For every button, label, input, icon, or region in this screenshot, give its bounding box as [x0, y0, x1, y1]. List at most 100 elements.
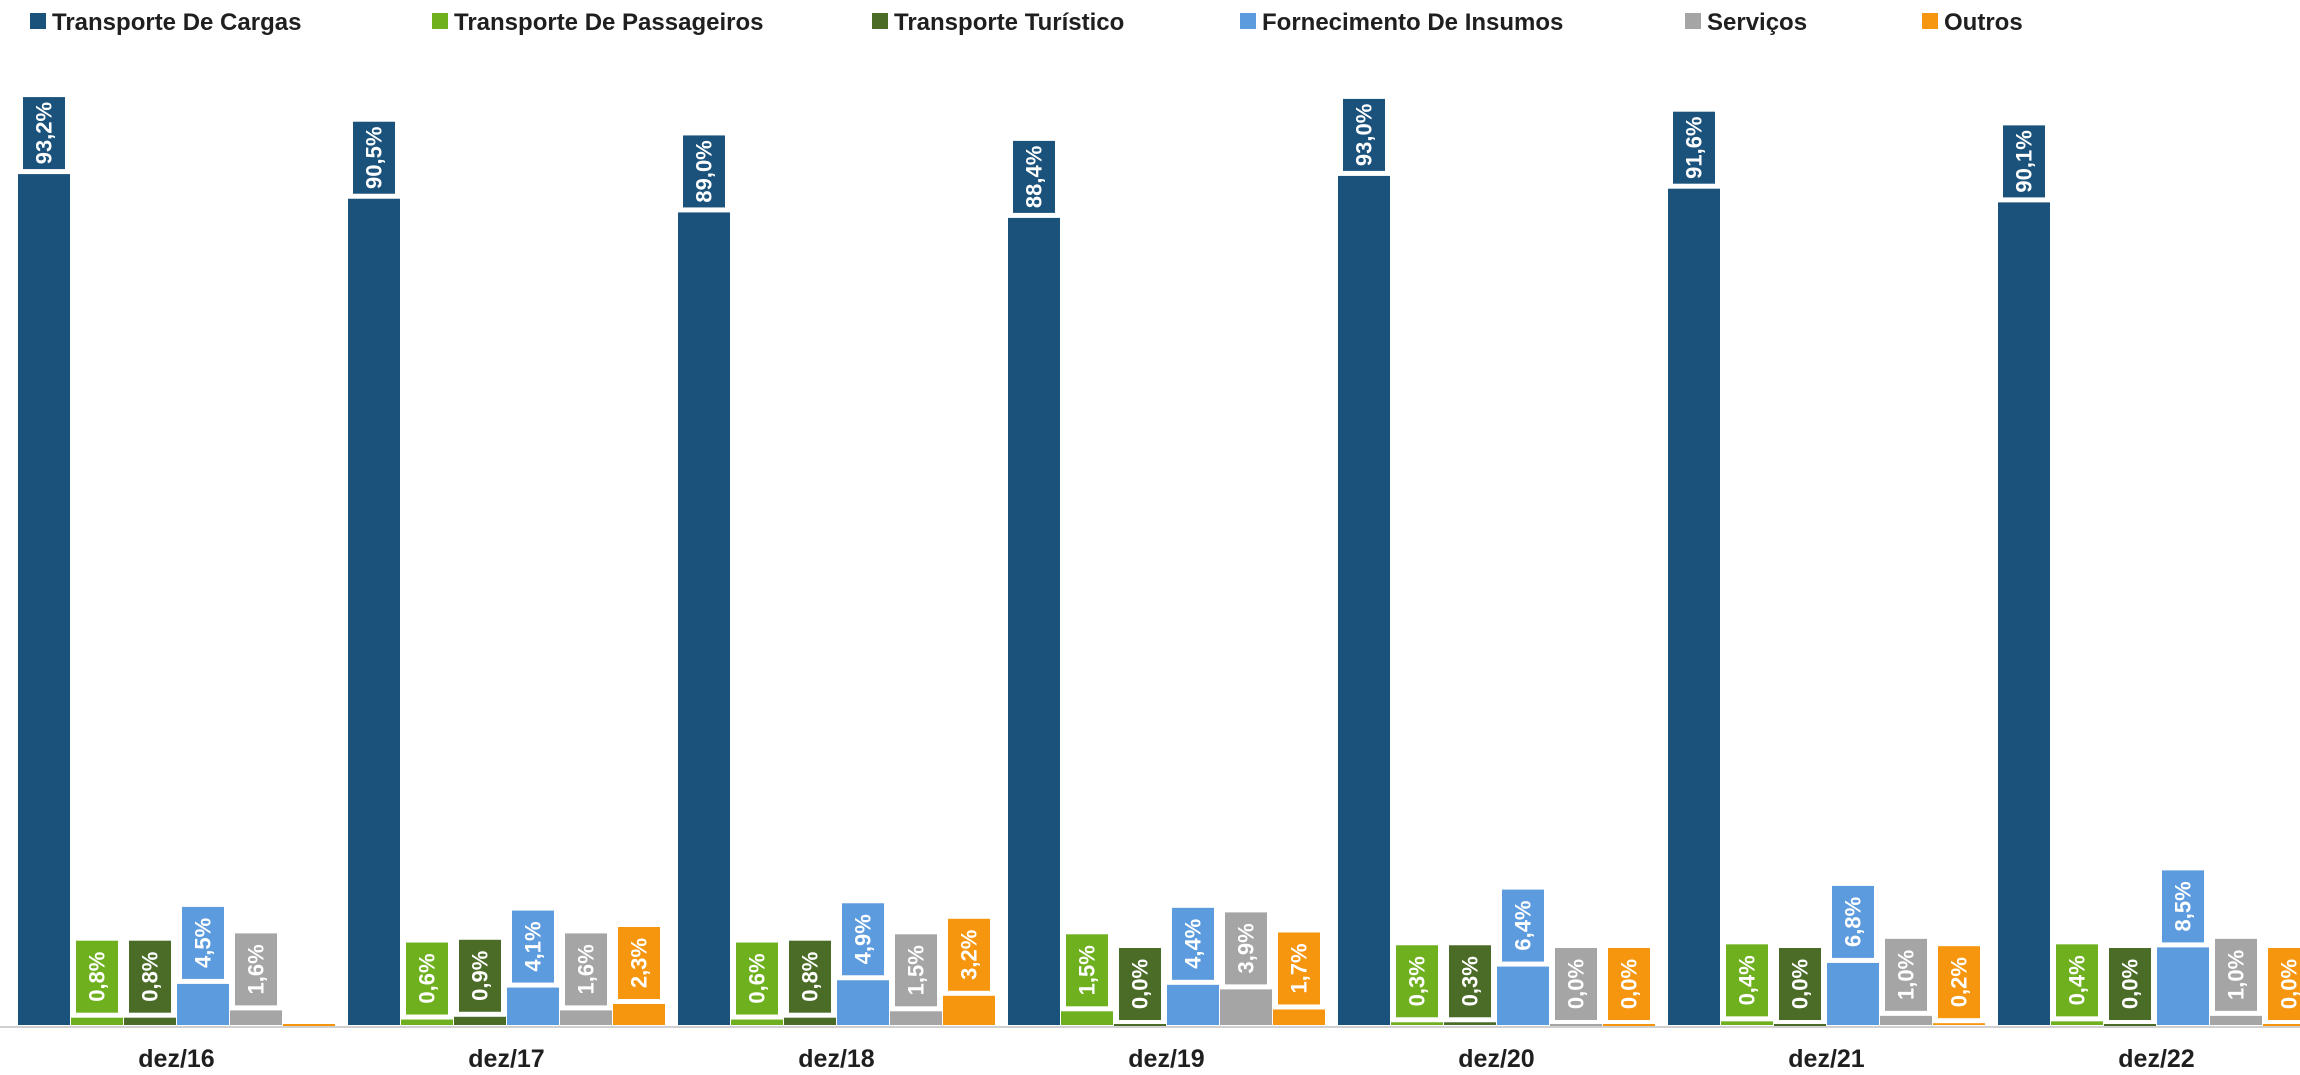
bar [560, 1010, 612, 1025]
data-label-text: 0,8% [138, 952, 163, 1002]
legend-swatch [1240, 13, 1256, 29]
bar [401, 1019, 453, 1025]
data-label: 6,8% [1832, 885, 1874, 958]
data-label-text: 0,2% [1947, 957, 1972, 1007]
legend-item: Fornecimento De Insumos [1240, 9, 1563, 36]
data-label-box [1673, 111, 1715, 184]
data-label: 89,0% [683, 135, 725, 208]
data-label-box [565, 933, 607, 1006]
data-label-box [842, 903, 884, 976]
bar [348, 198, 400, 1026]
data-label-box [1555, 948, 1597, 1020]
bar [177, 983, 229, 1025]
data-label-text: 2,3% [627, 938, 652, 988]
data-label: 93,0% [1343, 98, 1385, 171]
bar [1550, 1024, 1602, 1026]
bar [283, 1024, 335, 1026]
data-label: 8,5% [2162, 870, 2204, 943]
legend-item: Transporte De Cargas [30, 9, 301, 36]
data-label-text: 8,5% [2171, 881, 2196, 931]
data-label: 1,6% [565, 933, 607, 1006]
bar [1167, 984, 1219, 1025]
data-label: 0,2% [1938, 946, 1980, 1019]
data-label: 4,9% [842, 903, 884, 976]
data-label-box [76, 940, 118, 1013]
data-label-box [1779, 948, 1821, 1020]
data-label: 1,0% [1885, 938, 1927, 1011]
bar [1008, 217, 1060, 1025]
bar [837, 980, 889, 1025]
data-label: 90,5% [353, 121, 395, 194]
bar [784, 1017, 836, 1025]
data-label: 0,6% [736, 942, 778, 1015]
x-tick-label: dez/17 [468, 1045, 544, 1073]
data-label: 0,3% [1449, 945, 1491, 1018]
data-label-text: 88,4% [1022, 146, 1047, 208]
data-label-box [1832, 885, 1874, 958]
legend-label: Transporte Turístico [894, 9, 1124, 36]
bar [1998, 202, 2050, 1026]
bar [2104, 1024, 2156, 1026]
data-label-text: 90,5% [362, 127, 387, 189]
data-label-box [459, 939, 501, 1012]
bar [1391, 1022, 1443, 1025]
bar [1668, 188, 1720, 1025]
bar [1721, 1021, 1773, 1025]
data-label-text: 6,4% [1511, 900, 1536, 950]
legend-label: Transporte De Passageiros [454, 9, 763, 36]
data-label: 90,1% [2003, 125, 2045, 198]
legend-label: Serviços [1707, 9, 1807, 36]
bar [678, 212, 730, 1025]
x-tick-label: dez/16 [138, 1045, 214, 1073]
data-label: 0,8% [76, 940, 118, 1013]
data-label: 0,0% [1119, 948, 1161, 1020]
x-tick-label: dez/21 [1788, 1045, 1865, 1073]
data-label: 0,0% [1779, 948, 1821, 1020]
legend-item: Transporte De Passageiros [432, 9, 763, 36]
data-label: 0,0% [1555, 948, 1597, 1020]
x-tick-label: dez/19 [1128, 1045, 1204, 1073]
bar [2263, 1024, 2300, 1026]
data-label-box [1502, 889, 1544, 962]
data-label-text: 0,9% [468, 951, 493, 1001]
data-label-box [948, 918, 990, 991]
data-label-box [182, 906, 224, 979]
x-tick-label: dez/18 [798, 1045, 875, 1073]
bar [1114, 1024, 1166, 1026]
data-label: 3,9% [1225, 912, 1267, 985]
data-label: 0,8% [789, 940, 831, 1013]
data-label-text: 1,5% [1075, 945, 1100, 995]
legend-label: Outros [1944, 9, 2023, 36]
data-label-text: 0,3% [1405, 956, 1430, 1006]
data-label-text: 1,0% [2224, 950, 2249, 1000]
data-label-text: 93,2% [32, 102, 57, 164]
bar [1273, 1009, 1325, 1025]
data-label-box [1343, 98, 1385, 171]
data-label-text: 91,6% [1682, 116, 1707, 178]
data-label: 0,4% [1726, 944, 1768, 1017]
data-label-box [1225, 912, 1267, 985]
bar [230, 1010, 282, 1025]
data-label-text: 0,8% [798, 952, 823, 1002]
bar [1603, 1024, 1655, 1026]
bar [890, 1011, 942, 1025]
data-label-box [1608, 948, 1650, 1020]
data-label: 1,7% [1278, 932, 1320, 1005]
data-label: 0,8% [129, 940, 171, 1013]
data-label-box [2162, 870, 2204, 943]
data-label-text: 0,0% [1788, 959, 1813, 1009]
data-label: 0,0% [1608, 948, 1650, 1020]
bar [2210, 1015, 2262, 1025]
x-tick-label: dez/20 [1458, 1045, 1534, 1073]
legend-item: Outros [1922, 9, 2023, 36]
data-label-text: 4,9% [851, 914, 876, 964]
category-labels: dez/16 dez/17 dez/18 dez/19 dez/20 dez/21 dez/… [138, 1045, 2194, 1073]
data-label-text: 0,3% [1458, 956, 1483, 1006]
legend-item: Transporte Turístico [872, 9, 1124, 36]
bar [18, 174, 70, 1026]
legend: Transporte De Cargas Transporte De Passag… [30, 9, 2023, 36]
legend-item: Serviços [1685, 9, 1807, 36]
data-label-text: 0,8% [85, 952, 110, 1002]
data-label-text: 0,6% [745, 953, 770, 1003]
legend-swatch [30, 13, 46, 29]
